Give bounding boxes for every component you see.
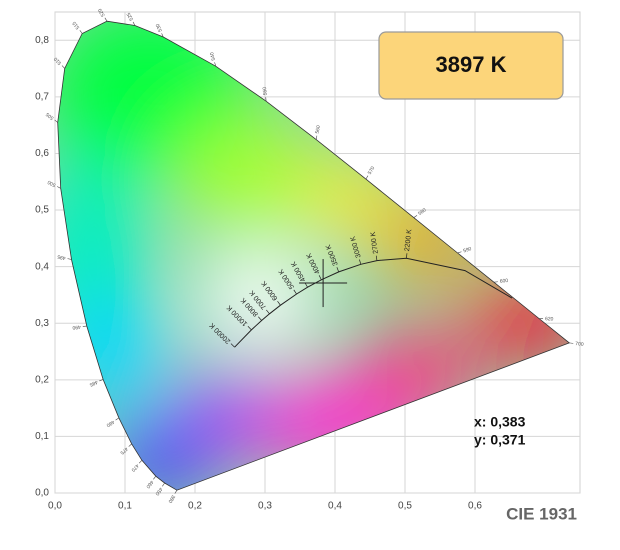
- wavelength-label: 485: [88, 379, 98, 388]
- wavelength-tick: [569, 342, 574, 344]
- wavelength-label: 505: [45, 111, 55, 121]
- y-tick-label: 0,7: [35, 92, 49, 103]
- wavelength-label: 495: [57, 253, 67, 261]
- y-coordinate: y: 0,371: [474, 432, 526, 448]
- wavelength-tick: [365, 175, 369, 180]
- wavelength-label: 490: [72, 323, 81, 330]
- wavelength-label: 500: [47, 179, 57, 188]
- spectral-locus: [57, 20, 571, 491]
- x-tick-label: 0,6: [468, 501, 482, 512]
- wavelength-tick: [153, 476, 157, 480]
- wavelength-tick: [79, 30, 83, 34]
- wavelength-tick: [61, 65, 65, 69]
- wavelength-label: 700: [575, 341, 584, 348]
- wavelength-label: 520: [97, 7, 107, 17]
- cct-badge: [378, 31, 564, 100]
- cct-tick: [375, 255, 378, 261]
- cct-value: 3897 K: [436, 52, 507, 77]
- x-tick-label: 0,1: [118, 501, 132, 512]
- wavelength-label: 380: [167, 494, 177, 504]
- wavelength-label: 470: [130, 462, 140, 472]
- wavelength-label: 450: [154, 486, 164, 496]
- cct-tick: [304, 282, 308, 288]
- wavelength-label: 570: [367, 165, 377, 175]
- wavelength-tick: [54, 119, 58, 123]
- cct-tick: [318, 275, 322, 280]
- y-tick-label: 0,3: [35, 318, 49, 329]
- wavelength-label: 530: [155, 22, 164, 32]
- wavelength-tick: [104, 17, 108, 22]
- wavelength-tick: [115, 417, 120, 421]
- wavelength-tick: [99, 379, 104, 382]
- wavelength-tick: [67, 258, 72, 260]
- cct-tick: [247, 326, 252, 331]
- wavelength-label: 475: [119, 445, 129, 455]
- wavelength-label: 540: [209, 51, 217, 61]
- y-tick-label: 0,5: [35, 205, 49, 216]
- y-tick-label: 0,1: [35, 431, 49, 442]
- wavelength-label: 600: [500, 278, 509, 285]
- wavelength-label: 510: [53, 56, 63, 66]
- wavelength-tick: [138, 460, 143, 464]
- cct-label: 2200 K: [404, 229, 413, 252]
- cct-tick: [336, 267, 340, 273]
- x-tick-label: 0,0: [48, 501, 62, 512]
- cct-tick: [258, 316, 262, 321]
- y-tick-label: 0,6: [35, 148, 49, 159]
- cct-tick: [277, 300, 281, 306]
- cct-tick: [406, 253, 408, 259]
- wavelength-tick: [214, 62, 217, 67]
- cct-tick: [230, 343, 235, 348]
- cct-tick: [266, 309, 270, 315]
- wavelength-tick: [57, 186, 61, 189]
- y-tick-label: 0,8: [35, 35, 49, 46]
- wavelength-tick: [161, 33, 164, 38]
- y-tick-label: 0,2: [35, 374, 49, 385]
- wavelength-tick: [315, 135, 318, 140]
- wavelength-label: 480: [105, 418, 115, 428]
- wavelength-label: 550: [262, 86, 269, 95]
- wavelength-tick: [128, 443, 132, 447]
- wavelength-tick: [162, 482, 165, 487]
- wavelength-tick: [457, 251, 462, 254]
- wavelength-label: 620: [545, 316, 554, 322]
- wavelength-label: 525: [126, 11, 135, 21]
- wavelength-label: 580: [417, 207, 427, 217]
- wavelength-label: 590: [463, 246, 473, 254]
- cct-tick: [359, 259, 362, 265]
- wavelength-label: 515: [71, 20, 81, 30]
- cct-label: 2700 K: [370, 231, 380, 254]
- x-tick-label: 0,4: [328, 501, 342, 512]
- cct-tick: [293, 289, 297, 295]
- x-coordinate: x: 0,383: [474, 414, 526, 430]
- wavelength-label: 560: [315, 125, 322, 134]
- y-tick-label: 0,4: [35, 261, 49, 272]
- x-tick-label: 0,3: [258, 501, 272, 512]
- y-tick-label: 0,0: [35, 488, 49, 499]
- chart-title: CIE 1931: [506, 504, 577, 523]
- wavelength-tick: [132, 21, 136, 26]
- wavelength-tick: [413, 215, 418, 218]
- x-tick-label: 0,2: [188, 501, 202, 512]
- x-tick-label: 0,5: [398, 501, 412, 512]
- wavelength-label: 460: [144, 479, 154, 489]
- wavelength-tick: [174, 490, 178, 494]
